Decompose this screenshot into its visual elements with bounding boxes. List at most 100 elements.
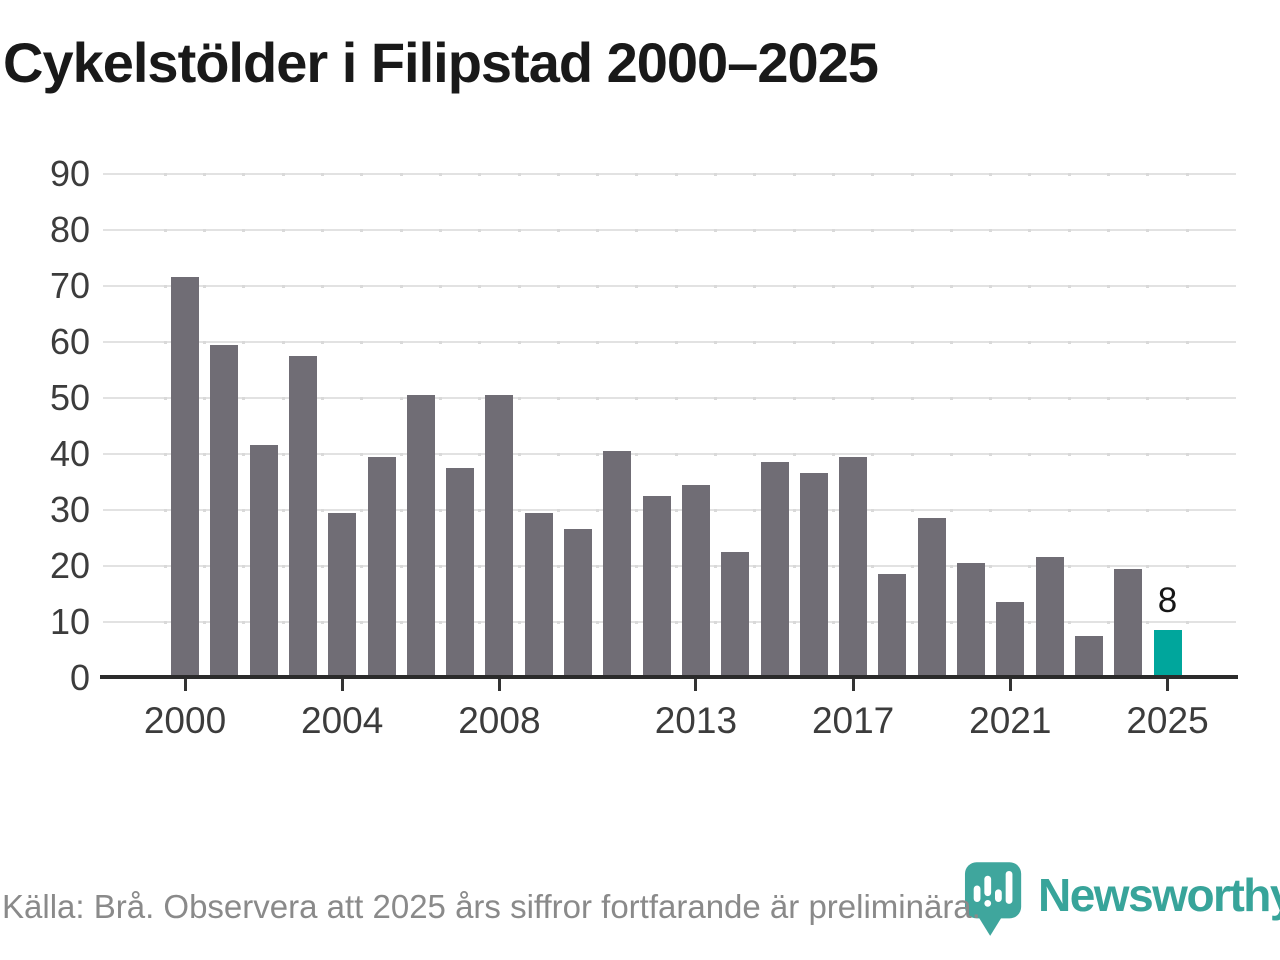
grid-minor-tick — [203, 228, 207, 232]
grid-minor-tick — [753, 620, 757, 624]
x-axis-label: 2008 — [458, 700, 541, 741]
grid-minor-tick — [910, 172, 914, 176]
grid-minor-tick — [517, 564, 521, 568]
grid-minor-tick — [792, 452, 796, 456]
grid-minor-tick — [242, 228, 246, 232]
y-axis-label: 30 — [49, 489, 90, 530]
grid-minor-tick — [674, 620, 678, 624]
grid-minor-tick — [321, 396, 325, 400]
grid-minor-tick — [1067, 452, 1071, 456]
grid-minor-tick — [714, 284, 718, 288]
grid-minor-tick — [478, 508, 482, 512]
grid-minor-tick — [1067, 396, 1071, 400]
bar-2003 — [288, 355, 317, 675]
grid-minor-tick — [1067, 228, 1071, 232]
grid-minor-tick — [831, 228, 835, 232]
grid-minor-tick — [1146, 452, 1150, 456]
grid-minor-tick — [1107, 172, 1111, 176]
y-axis-label: 40 — [49, 433, 90, 474]
grid-minor-tick — [635, 228, 639, 232]
newsworthy-wordmark: Newsworthy — [1038, 869, 1280, 921]
grid-minor-tick — [242, 620, 246, 624]
grid-minor-tick — [1185, 228, 1189, 232]
grid-minor-tick — [281, 172, 285, 176]
grid-minor-tick — [360, 396, 364, 400]
grid-minor-tick — [910, 228, 914, 232]
grid-minor-tick — [1107, 620, 1111, 624]
grid-minor-tick — [517, 172, 521, 176]
grid-minor-tick — [674, 508, 678, 512]
grid-minor-tick — [438, 396, 442, 400]
grid-minor-tick — [792, 564, 796, 568]
grid-minor-tick — [321, 564, 325, 568]
bar-2022 — [1035, 557, 1064, 675]
bar-2009 — [524, 512, 553, 675]
bar-2012 — [642, 495, 671, 675]
bar-2001 — [210, 344, 239, 675]
grid-minor-tick — [203, 172, 207, 176]
bar-2016 — [799, 473, 828, 675]
x-axis-label: 2017 — [811, 700, 895, 741]
grid-minor-tick — [203, 284, 207, 288]
bar-2008 — [485, 395, 514, 675]
bar-2006 — [406, 395, 435, 675]
grid-minor-tick — [910, 620, 914, 624]
grid-minor-tick — [517, 340, 521, 344]
grid-minor-tick — [1107, 228, 1111, 232]
grid-minor-tick — [360, 284, 364, 288]
gridline-60 — [103, 341, 1236, 343]
grid-minor-tick — [203, 508, 207, 512]
grid-minor-tick — [989, 340, 993, 344]
grid-minor-tick — [1146, 396, 1150, 400]
grid-minor-tick — [596, 284, 600, 288]
grid-minor-tick — [1185, 172, 1189, 176]
grid-minor-tick — [517, 620, 521, 624]
grid-minor-tick — [1185, 396, 1189, 400]
grid-minor-tick — [635, 172, 639, 176]
x-axis-line — [100, 675, 1238, 679]
grid-minor-tick — [1107, 396, 1111, 400]
grid-minor-tick — [989, 172, 993, 176]
grid-minor-tick — [1185, 564, 1189, 568]
grid-minor-tick — [360, 452, 364, 456]
y-axis-label: 50 — [49, 377, 90, 418]
grid-minor-tick — [1185, 620, 1189, 624]
bar-2017 — [839, 456, 868, 675]
bar-2010 — [564, 529, 592, 675]
grid-minor-tick — [1028, 284, 1032, 288]
grid-minor-tick — [242, 452, 246, 456]
grid-minor-tick — [674, 172, 678, 176]
grid-minor-tick — [792, 228, 796, 232]
grid-minor-tick — [281, 228, 285, 232]
gridline-70 — [103, 285, 1236, 287]
grid-minor-tick — [753, 172, 757, 176]
y-axis-label: 70 — [49, 265, 90, 306]
gridline-90 — [103, 173, 1236, 175]
bar-2002 — [249, 445, 278, 675]
grid-minor-tick — [1067, 508, 1071, 512]
bar-2018 — [878, 574, 907, 675]
grid-minor-tick — [1146, 172, 1150, 176]
bar-2004 — [328, 512, 357, 675]
grid-minor-tick — [753, 340, 757, 344]
grid-minor-tick — [478, 564, 482, 568]
grid-minor-tick — [596, 340, 600, 344]
x-axis-tick — [1008, 679, 1012, 691]
grid-minor-tick — [281, 284, 285, 288]
grid-minor-tick — [1067, 340, 1071, 344]
y-axis-label: 60 — [49, 321, 90, 362]
gridline-50 — [103, 397, 1236, 399]
grid-minor-tick — [438, 228, 442, 232]
bar-2019 — [917, 518, 946, 675]
grid-minor-tick — [517, 396, 521, 400]
grid-minor-tick — [163, 396, 167, 400]
grid-minor-tick — [714, 620, 718, 624]
y-axis-label: 0 — [69, 657, 90, 698]
x-axis-tick — [1166, 679, 1169, 691]
bar-2025 — [1153, 630, 1182, 675]
grid-minor-tick — [871, 284, 875, 288]
source-note: Källa: Brå. Observera att 2025 års siffr… — [2, 888, 981, 925]
grid-minor-tick — [556, 396, 560, 400]
grid-minor-tick — [635, 452, 639, 456]
grid-minor-tick — [438, 620, 442, 624]
